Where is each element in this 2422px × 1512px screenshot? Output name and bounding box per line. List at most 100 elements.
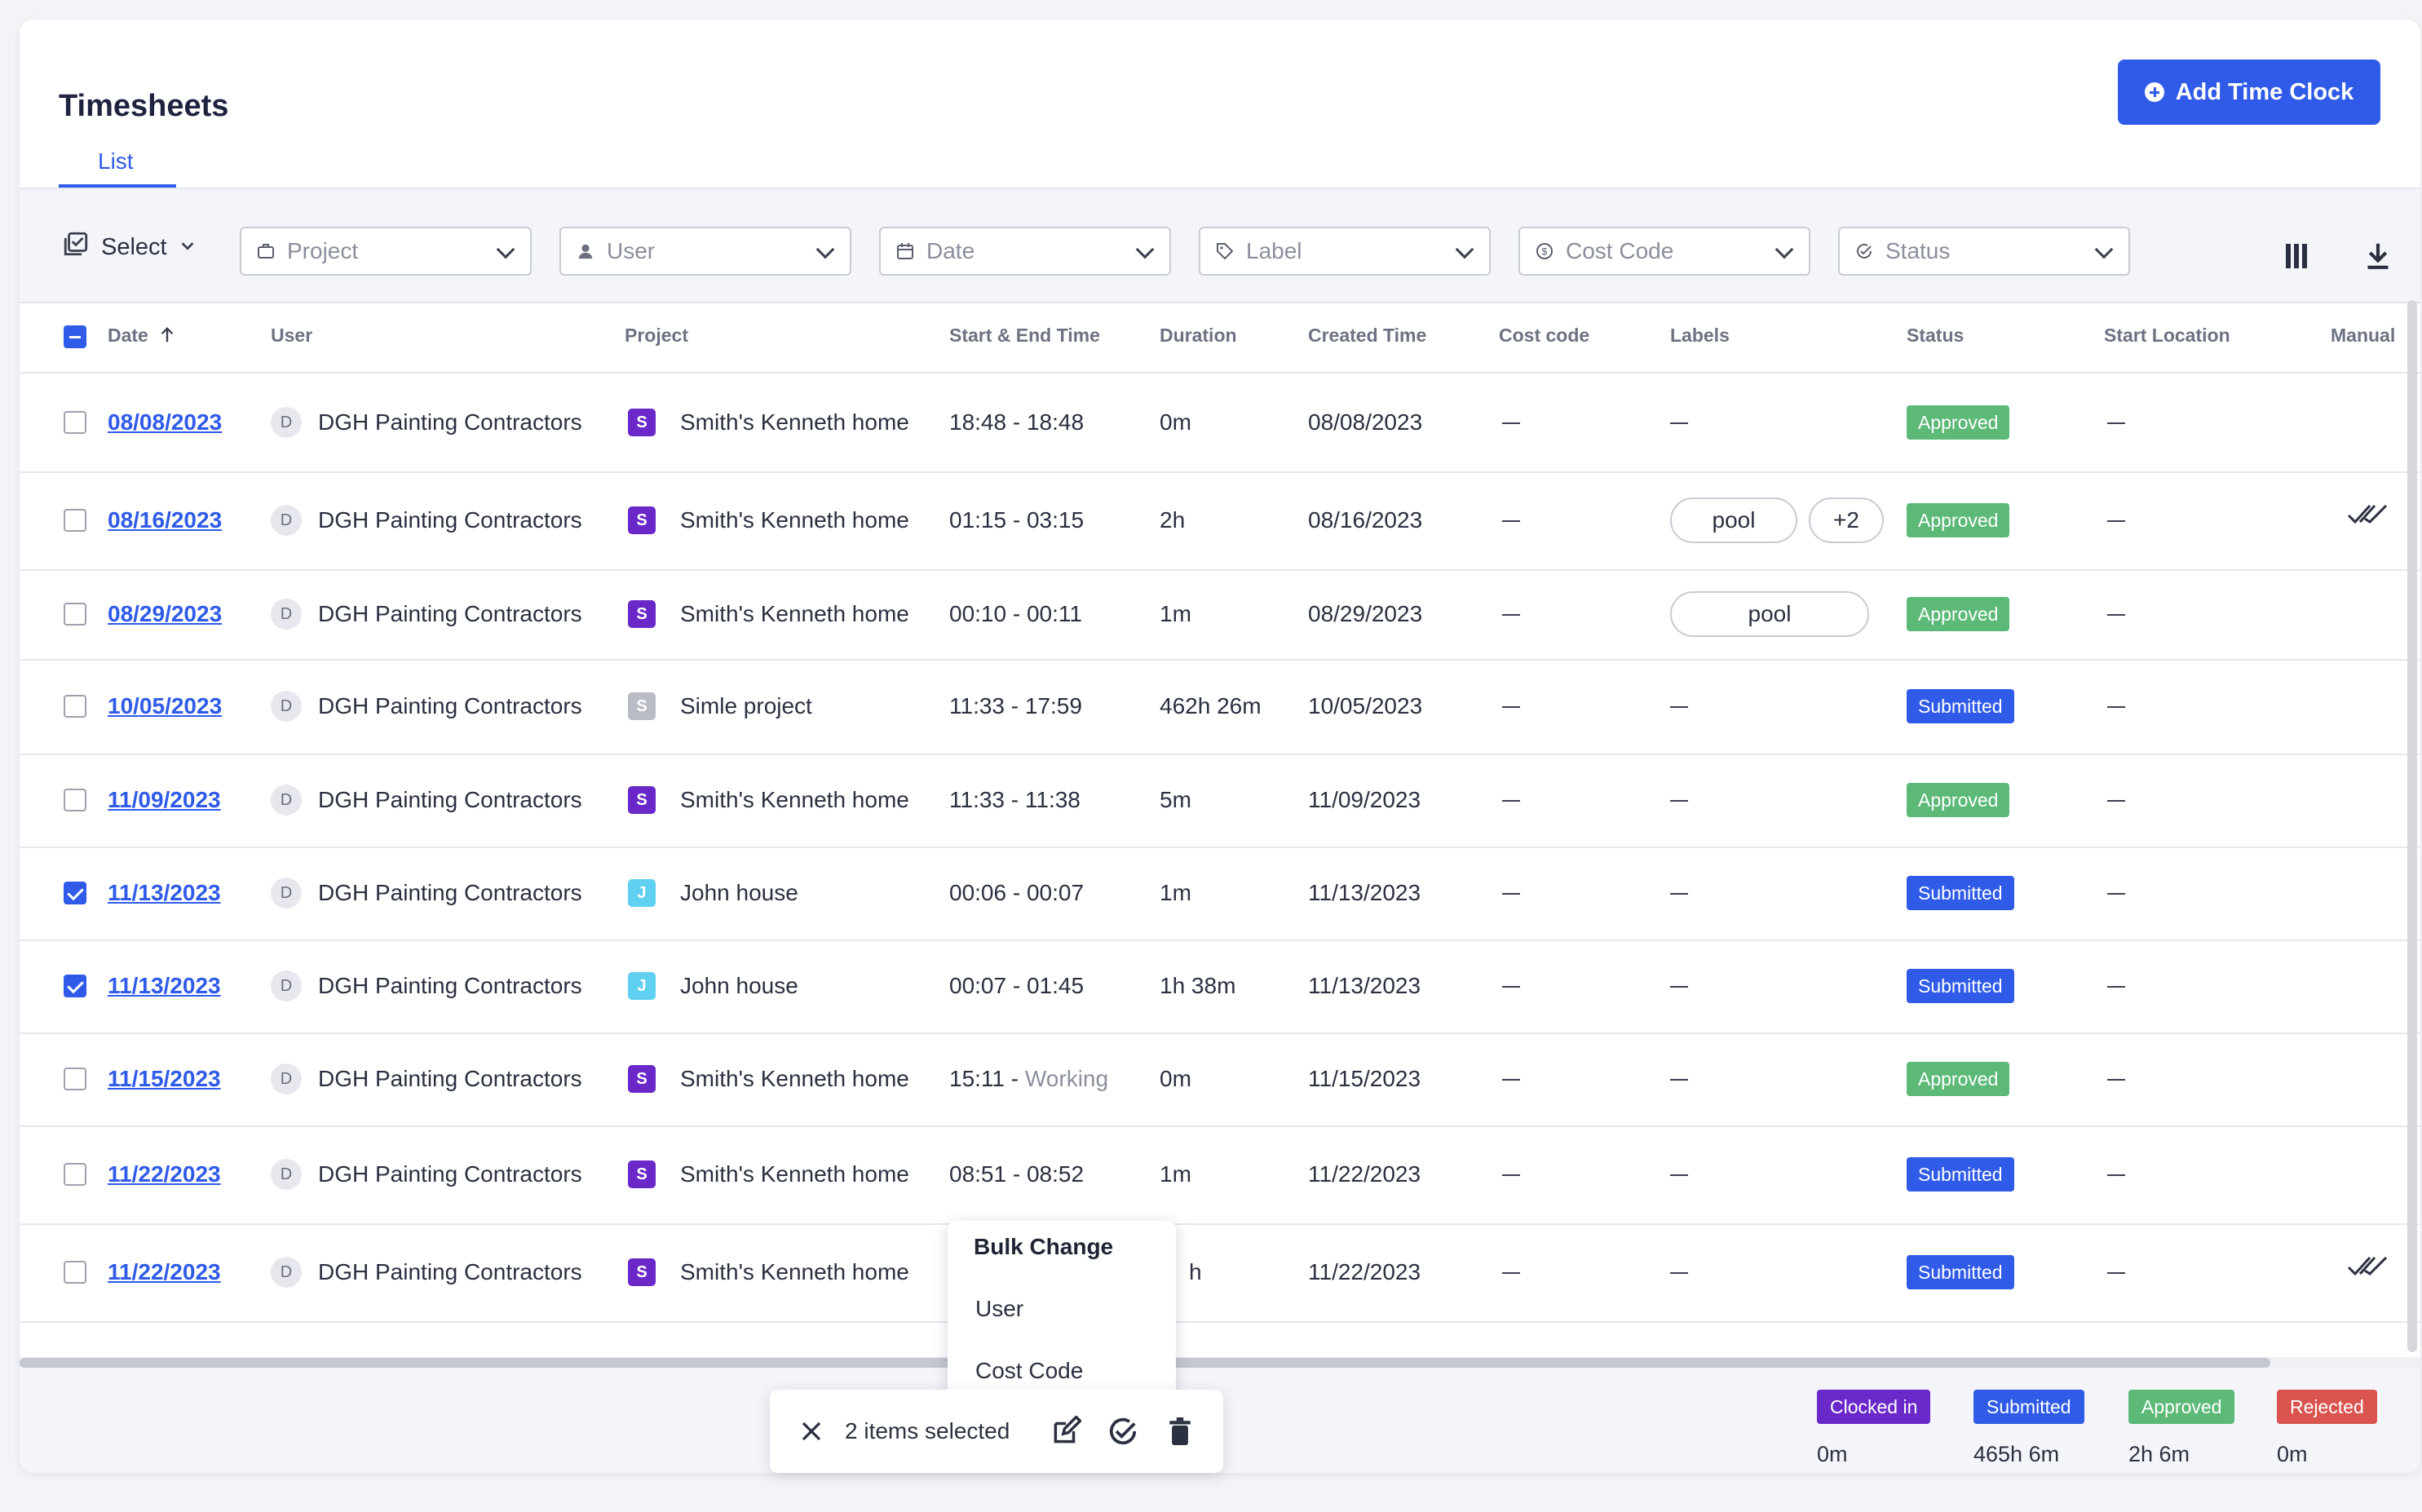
tab-list[interactable]: List	[98, 148, 134, 174]
label-more-pill[interactable]: +2	[1809, 497, 1884, 543]
legend-badge: Approved	[2128, 1390, 2235, 1424]
status-filter[interactable]: Status	[1838, 227, 2130, 276]
chevron-down-icon	[179, 234, 197, 261]
user-name: DGH Painting Contractors	[318, 787, 582, 812]
row-checkbox[interactable]	[64, 411, 86, 434]
column-project[interactable]: Project	[625, 325, 688, 346]
date-link[interactable]: 08/16/2023	[108, 507, 223, 533]
project-name: Simle project	[680, 693, 812, 718]
cost-code-filter[interactable]: $ Cost Code	[1518, 227, 1810, 276]
row-checkbox[interactable]	[64, 1163, 86, 1186]
column-user[interactable]: User	[271, 325, 313, 346]
manual-double-check-icon	[2347, 1254, 2388, 1283]
status-badge: Approved	[1907, 503, 2010, 537]
column-cost-code[interactable]: Cost code	[1499, 325, 1590, 346]
created-time: 08/29/2023	[1308, 601, 1423, 626]
chevron-down-icon	[496, 240, 515, 259]
row-checkbox[interactable]	[64, 509, 86, 532]
bulk-change-user-option[interactable]: User	[975, 1296, 1024, 1321]
column-manual[interactable]: Manual	[2331, 325, 2396, 346]
column-date[interactable]: Date	[108, 325, 176, 347]
project-name: Smith's Kenneth home	[680, 1066, 909, 1091]
timesheets-card: Timesheets Add Time Clock List Select Pr…	[20, 20, 2420, 1473]
project-badge: S	[628, 1161, 656, 1188]
status-badge: Submitted	[1907, 689, 2014, 723]
label-filter[interactable]: Label	[1199, 227, 1491, 276]
avatar: D	[271, 407, 302, 438]
start-location-empty	[2107, 986, 2125, 988]
column-duration[interactable]: Duration	[1160, 325, 1237, 346]
date-link[interactable]: 11/13/2023	[108, 880, 221, 905]
row-checkbox[interactable]	[64, 789, 86, 811]
select-dropdown[interactable]: Select	[62, 230, 197, 264]
chevron-down-icon	[815, 240, 835, 259]
status-badge: Submitted	[1907, 1255, 2014, 1289]
created-time: 11/15/2023	[1308, 1066, 1421, 1091]
date-link[interactable]: 08/29/2023	[108, 601, 223, 626]
date-link[interactable]: 10/05/2023	[108, 693, 223, 718]
column-start-location[interactable]: Start Location	[2104, 325, 2230, 346]
edit-icon[interactable]	[1049, 1414, 1083, 1448]
date-link[interactable]: 11/09/2023	[108, 787, 221, 812]
column-created-time[interactable]: Created Time	[1308, 325, 1427, 346]
project-filter-label: Project	[287, 238, 359, 263]
label-pill[interactable]: pool	[1670, 497, 1797, 543]
labels-empty	[1670, 986, 1688, 988]
row-checkbox[interactable]	[64, 882, 86, 904]
chevron-down-icon	[2094, 240, 2114, 259]
legend-badge: Clocked in	[1817, 1390, 1931, 1424]
column-start-end-time[interactable]: Start & End Time	[949, 325, 1100, 346]
date-link[interactable]: 11/22/2023	[108, 1161, 221, 1187]
add-time-clock-button[interactable]: Add Time Clock	[2118, 60, 2380, 125]
status-filter-label: Status	[1885, 238, 1951, 263]
date-filter-label: Date	[926, 238, 975, 263]
start-location-empty	[2107, 1079, 2125, 1081]
start-end-time: 11:33 - 11:38	[949, 787, 1081, 813]
project-name: Smith's Kenneth home	[680, 787, 909, 812]
row-checkbox[interactable]	[64, 1261, 86, 1284]
trash-icon[interactable]	[1163, 1414, 1197, 1448]
start-end-time: 00:10 - 00:11	[949, 601, 1082, 627]
start-end-time: 00:07 - 01:45	[949, 973, 1084, 999]
date-link[interactable]: 11/22/2023	[108, 1259, 221, 1284]
download-icon[interactable]	[2362, 240, 2394, 272]
column-status[interactable]: Status	[1907, 325, 1965, 346]
cost-code-empty	[1502, 1272, 1520, 1274]
avatar: D	[271, 691, 302, 722]
table-row: 11/22/2023 D DGH Painting Contractors S Smit…	[20, 1125, 2420, 1225]
duration: 1m	[1160, 601, 1191, 626]
cost-code-empty	[1502, 706, 1520, 708]
row-checkbox[interactable]	[64, 695, 86, 718]
label-pill[interactable]: pool	[1670, 591, 1869, 637]
row-checkbox[interactable]	[64, 1068, 86, 1090]
user-name: DGH Painting Contractors	[318, 601, 582, 626]
created-time: 11/13/2023	[1308, 973, 1421, 998]
project-filter[interactable]: Project	[240, 227, 532, 276]
bulk-change-cost-code-option[interactable]: Cost Code	[975, 1358, 1084, 1383]
date-link[interactable]: 08/08/2023	[108, 409, 223, 435]
start-end-time: 01:15 - 03:15	[949, 507, 1084, 533]
time-range: 00:10 - 00:11	[949, 601, 1082, 626]
close-icon[interactable]	[794, 1414, 829, 1448]
columns-icon[interactable]	[2280, 240, 2313, 272]
row-checkbox[interactable]	[64, 603, 86, 626]
column-date-label: Date	[108, 325, 148, 346]
table-row: 11/22/2023 D DGH Painting Contractors S Smit…	[20, 1223, 2420, 1323]
row-checkbox[interactable]	[64, 975, 86, 997]
approve-check-icon[interactable]	[1106, 1414, 1140, 1448]
project-name: John house	[680, 973, 798, 998]
vertical-scrollbar[interactable]	[2407, 300, 2417, 1352]
created-time: 11/22/2023	[1308, 1259, 1421, 1284]
project-badge: S	[628, 1065, 656, 1093]
bulk-action-bar: 2 items selected	[770, 1390, 1223, 1473]
select-checkbox-icon	[62, 230, 90, 264]
project-badge: S	[628, 506, 656, 534]
user-filter[interactable]: User	[559, 227, 851, 276]
date-link[interactable]: 11/13/2023	[108, 973, 221, 998]
date-filter[interactable]: Date	[879, 227, 1171, 276]
column-labels[interactable]: Labels	[1670, 325, 1730, 346]
select-all-checkbox[interactable]	[64, 325, 86, 348]
cost-code-empty	[1502, 422, 1520, 424]
date-link[interactable]: 11/15/2023	[108, 1066, 221, 1091]
duration: h	[1189, 1259, 1202, 1284]
